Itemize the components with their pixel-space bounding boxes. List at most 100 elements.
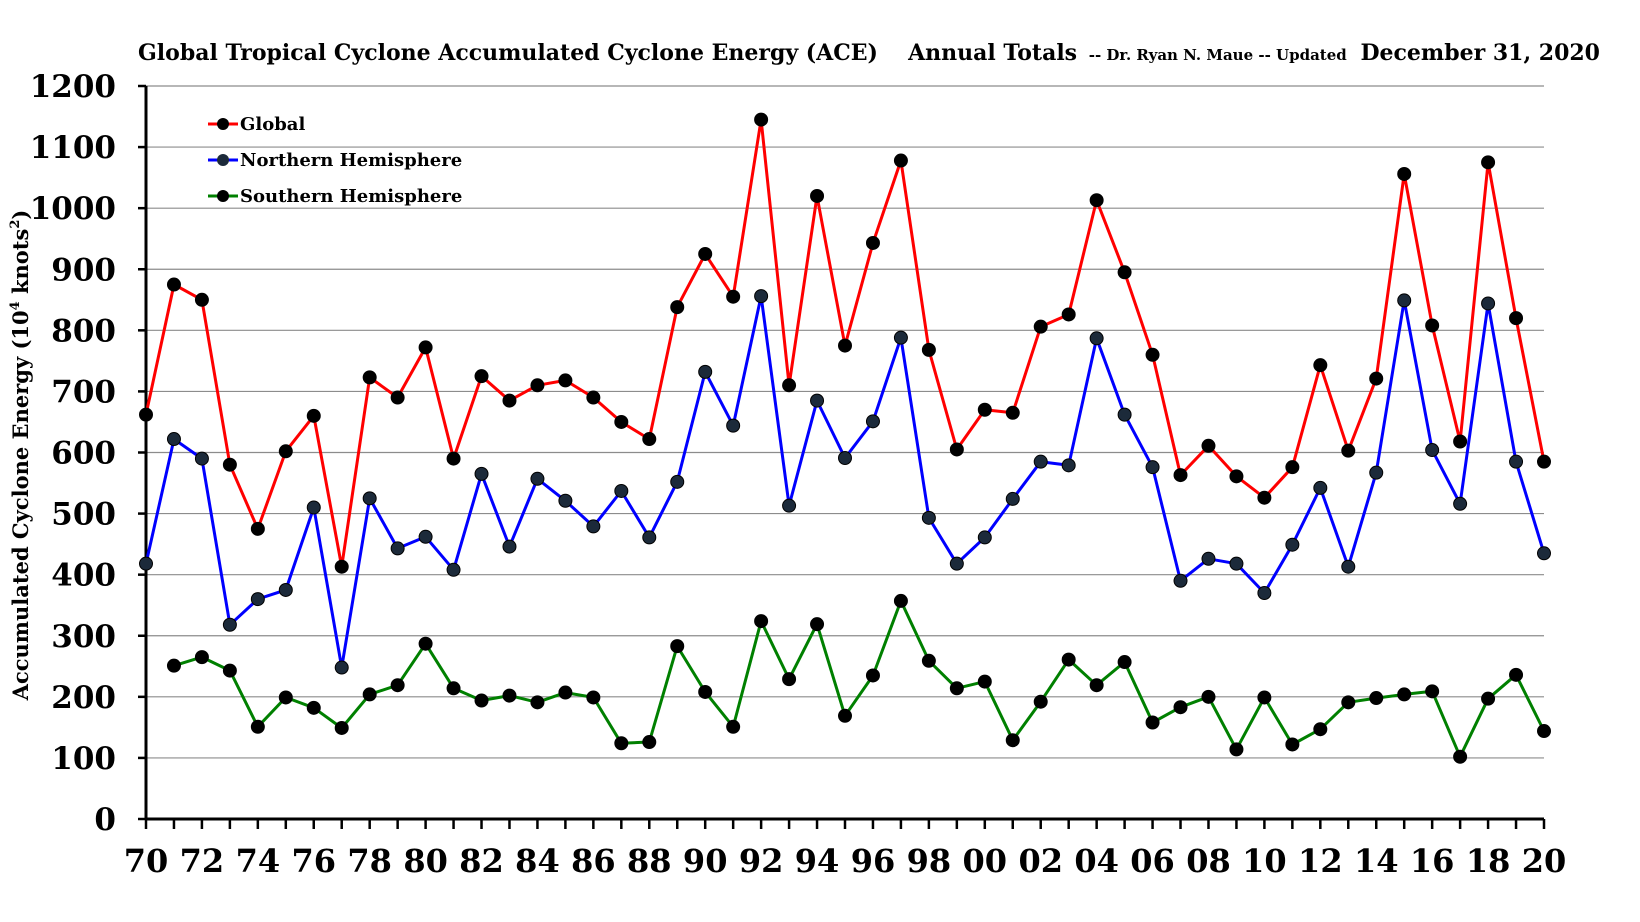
data-point-northern-hemisphere <box>893 330 908 345</box>
y-tick-label: 100 <box>51 741 116 777</box>
data-point-northern-hemisphere <box>558 493 573 508</box>
data-point-southern-hemisphere <box>614 736 629 751</box>
data-point-northern-hemisphere <box>418 529 433 544</box>
data-point-southern-hemisphere <box>810 617 825 632</box>
data-point-southern-hemisphere <box>362 687 377 702</box>
data-point-global <box>1089 193 1104 208</box>
data-point-northern-hemisphere <box>278 582 293 597</box>
data-point-southern-hemisphere <box>1453 749 1468 764</box>
data-point-northern-hemisphere <box>1481 296 1496 311</box>
data-point-northern-hemisphere <box>1369 465 1384 480</box>
data-point-southern-hemisphere <box>334 720 349 735</box>
data-point-global <box>446 451 461 466</box>
data-point-global <box>1397 166 1412 181</box>
data-point-southern-hemisphere <box>1509 667 1524 682</box>
data-point-global <box>390 390 405 405</box>
y-tick-label: 900 <box>51 252 116 288</box>
data-point-northern-hemisphere <box>1145 460 1160 475</box>
data-point-southern-hemisphere <box>1201 689 1216 704</box>
data-point-global <box>306 408 321 423</box>
data-point-northern-hemisphere <box>810 393 825 408</box>
subtitle-author: -- Dr. Ryan N. Maue -- Updated <box>1089 46 1348 64</box>
data-point-northern-hemisphere <box>921 510 936 525</box>
data-point-northern-hemisphere <box>782 498 797 513</box>
data-point-northern-hemisphere <box>1257 585 1272 600</box>
data-point-southern-hemisphere <box>1425 684 1440 699</box>
data-point-global <box>1145 347 1160 362</box>
data-point-southern-hemisphere <box>446 681 461 696</box>
data-point-southern-hemisphere <box>1145 715 1160 730</box>
data-point-global <box>1453 434 1468 449</box>
x-tick-label: 72 <box>180 842 225 880</box>
data-point-global <box>418 340 433 355</box>
x-tick-label: 10 <box>1242 842 1287 880</box>
data-point-southern-hemisphere <box>530 695 545 710</box>
x-tick-label: 70 <box>124 842 169 880</box>
data-point-southern-hemisphere <box>1117 655 1132 670</box>
data-point-global <box>334 559 349 574</box>
data-point-northern-hemisphere <box>1285 537 1300 552</box>
subtitle-prefix: Annual Totals <box>907 40 1077 66</box>
data-point-global <box>1285 460 1300 475</box>
data-point-southern-hemisphere <box>1313 722 1328 737</box>
data-point-northern-hemisphere <box>530 471 545 486</box>
data-point-southern-hemisphere <box>194 650 209 665</box>
legend: Global Northern Hemisphere Southern Hemisp… <box>208 114 462 207</box>
data-point-global <box>614 414 629 429</box>
subtitle-date: December 31, 2020 <box>1360 40 1600 66</box>
chart-title: Global Tropical Cyclone Accumulated Cycl… <box>138 40 878 66</box>
data-point-global <box>1341 443 1356 458</box>
data-point-global <box>1313 358 1328 373</box>
x-tick-label: 80 <box>403 842 448 880</box>
ylabel-superscript-2: 2 <box>8 220 23 229</box>
data-point-global <box>1117 265 1132 280</box>
data-point-southern-hemisphere <box>418 636 433 651</box>
data-point-global <box>194 292 209 307</box>
data-point-southern-hemisphere <box>642 735 657 750</box>
data-point-northern-hemisphere <box>1033 454 1048 469</box>
data-point-global <box>139 407 153 422</box>
data-point-southern-hemisphere <box>893 593 908 608</box>
x-tick-label: 12 <box>1298 842 1343 880</box>
data-point-global <box>754 112 769 127</box>
data-point-northern-hemisphere <box>474 466 489 481</box>
data-point-global <box>838 338 852 353</box>
series-line-southern-hemisphere <box>173 599 1546 759</box>
data-point-southern-hemisphere <box>474 693 489 708</box>
x-tick-label: 98 <box>907 842 952 880</box>
y-tick-label: 500 <box>51 497 116 533</box>
data-point-global <box>1369 371 1384 386</box>
data-point-global <box>1257 490 1272 505</box>
data-point-southern-hemisphere <box>754 614 769 629</box>
data-point-southern-hemisphere <box>1369 691 1384 706</box>
data-point-northern-hemisphere <box>1201 551 1216 566</box>
chart-subtitle: Annual Totals -- Dr. Ryan N. Maue -- Upd… <box>907 40 1600 66</box>
data-point-global <box>222 457 237 472</box>
data-point-northern-hemisphere <box>586 519 601 534</box>
data-point-southern-hemisphere <box>977 674 992 689</box>
data-point-southern-hemisphere <box>1537 724 1551 739</box>
data-point-northern-hemisphere <box>726 418 741 433</box>
data-point-southern-hemisphere <box>949 681 964 696</box>
x-tick-label: 02 <box>1018 842 1063 880</box>
data-point-global <box>166 277 181 292</box>
data-point-southern-hemisphere <box>1173 700 1188 715</box>
data-point-northern-hemisphere <box>838 450 852 465</box>
data-point-northern-hemisphere <box>139 556 153 571</box>
data-point-southern-hemisphere <box>865 668 880 683</box>
ylabel-superscript-4: 4 <box>8 301 23 310</box>
data-point-northern-hemisphere <box>1005 491 1020 506</box>
data-point-southern-hemisphere <box>278 690 293 705</box>
data-point-southern-hemisphere <box>586 690 601 705</box>
x-tick-label: 96 <box>851 842 896 880</box>
data-point-global <box>810 188 825 203</box>
legend-marker-global <box>217 118 229 130</box>
data-point-northern-hemisphere <box>194 451 209 466</box>
data-point-northern-hemisphere <box>362 491 377 506</box>
data-point-southern-hemisphere <box>1033 694 1048 709</box>
data-point-global <box>362 370 377 385</box>
data-point-global <box>698 246 713 261</box>
data-point-northern-hemisphere <box>1061 458 1076 473</box>
data-point-global <box>1481 155 1496 170</box>
